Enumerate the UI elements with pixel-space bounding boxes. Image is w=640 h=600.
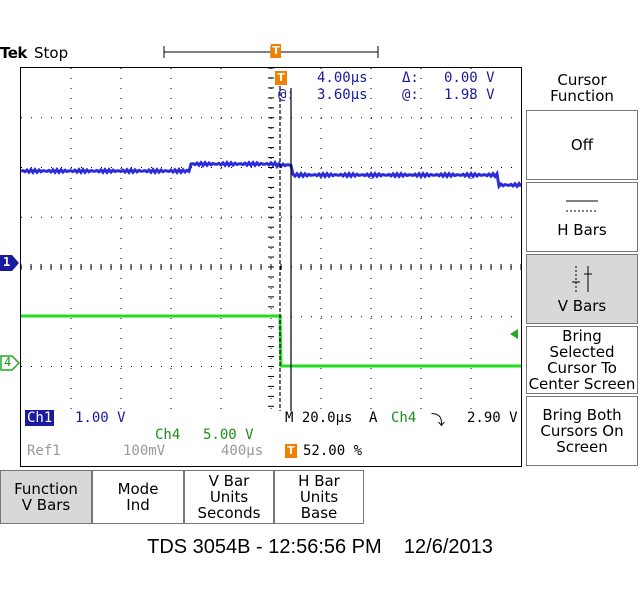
bottom-button-mode-line1: Mode <box>117 480 159 498</box>
cursor-at1-value: 3.60µs <box>317 87 368 103</box>
menu-item-bring-selected[interactable]: Bring Selected Cursor To Center Screen <box>526 326 638 394</box>
menu-item-h-bars[interactable]: H Bars <box>526 182 638 252</box>
bottom-button-v-bar-units-line3: Seconds <box>197 504 261 522</box>
bottom-button-v-bar-units[interactable]: V Bar Units Seconds <box>184 470 274 524</box>
trigger-slope-icon: ⤵ <box>431 413 445 429</box>
ref1-time: 400µs <box>221 443 264 459</box>
ch4-marker-label: 4 <box>4 355 12 369</box>
bottom-button-mode[interactable]: Mode Ind <box>92 470 184 524</box>
bottom-button-function-line2: V Bars <box>21 496 71 514</box>
menu-item-v-bars-label: V Bars <box>557 297 607 315</box>
bottom-button-function-line1: Function <box>14 480 78 498</box>
cursor-delta-value: 0.00 V <box>444 70 495 86</box>
bottom-button-function[interactable]: Function V Bars <box>0 470 92 524</box>
footer-instrument-timestamp: TDS 3054B - 12:56:56 PM 12/6/2013 <box>147 536 493 558</box>
cursor-delta-label: Δ: <box>402 70 419 86</box>
timebase: M 20.0µs <box>285 410 353 426</box>
waveform-display[interactable]: T 4.00µs Δ: 0.00 V @: 3.60µs @: 1.98 V C… <box>20 67 522 467</box>
ch1-waveform <box>21 159 521 190</box>
menu-item-v-bars[interactable]: V Bars <box>526 254 638 324</box>
trigger-position-marker: T <box>271 44 281 58</box>
ref1-scale: 100mV <box>123 443 166 459</box>
bottom-button-h-bar-units[interactable]: H Bar Units Base <box>274 470 364 524</box>
menu-item-bring-both[interactable]: Bring Both Cursors On Screen <box>526 396 638 466</box>
trigger-level-arrow-icon <box>510 329 518 339</box>
v-bars-icon <box>572 266 592 292</box>
trigger-level: 2.90 V <box>467 410 518 426</box>
menu-item-bring-both-label: Bring Both Cursors On Screen <box>540 406 624 456</box>
menu-item-off[interactable]: Off <box>526 110 638 180</box>
cursor-t-icon: T <box>275 71 287 85</box>
trigger-pos-value: 52.00 % <box>303 443 363 459</box>
cursor-at2-value: 1.98 V <box>444 87 495 103</box>
trigger-source: Ch4 <box>391 410 417 426</box>
tek-brand: Tek <box>0 44 27 62</box>
ref1-label: Ref1 <box>27 443 61 459</box>
trigger-mode: A <box>369 410 378 426</box>
h-bars-icon <box>566 200 598 212</box>
ch1-scale: 1.00 V <box>75 410 126 426</box>
cursor-at1-label: @: <box>278 87 295 103</box>
acquisition-status: Stop <box>34 44 69 62</box>
bottom-button-h-bar-units-line2: Units <box>299 488 339 506</box>
menu-item-bring-selected-label: Bring Selected Cursor To Center Screen <box>528 327 636 393</box>
bottom-button-h-bar-units-line1: H Bar <box>298 472 340 490</box>
trigger-pos-icon: T <box>285 444 297 458</box>
ch1-label[interactable]: Ch1 <box>25 410 55 426</box>
bottom-button-mode-line2: Ind <box>126 496 150 514</box>
menu-item-off-label: Off <box>570 136 594 154</box>
menu-title-cursor-function: Cursor Function <box>526 72 638 110</box>
ch1-marker[interactable]: 1 <box>0 255 20 271</box>
ch4-scale: 5.00 V <box>203 427 254 443</box>
bottom-button-v-bar-units-line1: V Bar <box>208 472 250 490</box>
cursor-at2-label: @: <box>402 87 419 103</box>
ch1-marker-label: 1 <box>3 255 11 269</box>
menu-title-text: Cursor Function <box>550 71 614 105</box>
ch4-label: Ch4 <box>155 427 181 443</box>
menu-item-h-bars-label: H Bars <box>557 221 607 239</box>
ch4-marker[interactable]: 4 <box>0 355 21 371</box>
graticule <box>21 68 521 466</box>
bottom-button-v-bar-units-line2: Units <box>209 488 249 506</box>
cursor-time-value: 4.00µs <box>317 70 368 86</box>
bottom-button-h-bar-units-line3: Base <box>300 504 338 522</box>
